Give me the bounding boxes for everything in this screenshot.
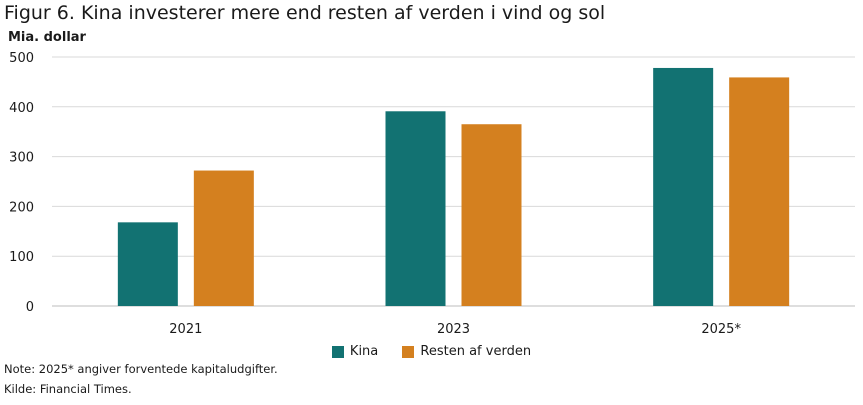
x-tick-label: 2025* <box>701 322 741 337</box>
bar-kina-2023 <box>385 111 446 306</box>
y-tick-label: 500 <box>9 51 34 66</box>
bar-chart: 0 100 200 300 400 500 2021 2023 2025* <box>9 51 855 337</box>
legend-swatch-kina <box>331 345 344 358</box>
y-axis-label: Mia. dollar <box>8 30 86 45</box>
legend-label-resten: Resten af verden <box>420 344 532 359</box>
bar-kina-2025 <box>653 67 714 307</box>
y-tick-label: 200 <box>9 200 34 215</box>
x-tick-label: 2021 <box>169 322 202 337</box>
source-note: Kilde: Financial Times. <box>4 382 132 396</box>
bar-resten-2023 <box>461 124 522 306</box>
bar-kina-2021 <box>117 222 178 306</box>
legend-label-kina: Kina <box>349 344 379 359</box>
legend-item-kina: Kina <box>331 344 379 359</box>
y-tick-label: 100 <box>9 250 34 265</box>
bar-resten-2021 <box>193 170 254 306</box>
bar-resten-2025 <box>729 77 790 306</box>
chart-title: Figur 6. Kina investerer mere end resten… <box>4 2 606 24</box>
y-tick-label: 300 <box>9 151 34 166</box>
y-tick-label: 400 <box>9 101 34 116</box>
legend-swatch-resten <box>402 345 415 358</box>
footnote: Note: 2025* angiver forventede kapitalud… <box>4 362 278 376</box>
y-tick-label: 0 <box>26 300 34 315</box>
x-tick-label: 2023 <box>437 322 470 337</box>
legend-item-resten: Resten af verden <box>402 344 531 359</box>
legend: Kina Resten af verden <box>0 344 863 362</box>
